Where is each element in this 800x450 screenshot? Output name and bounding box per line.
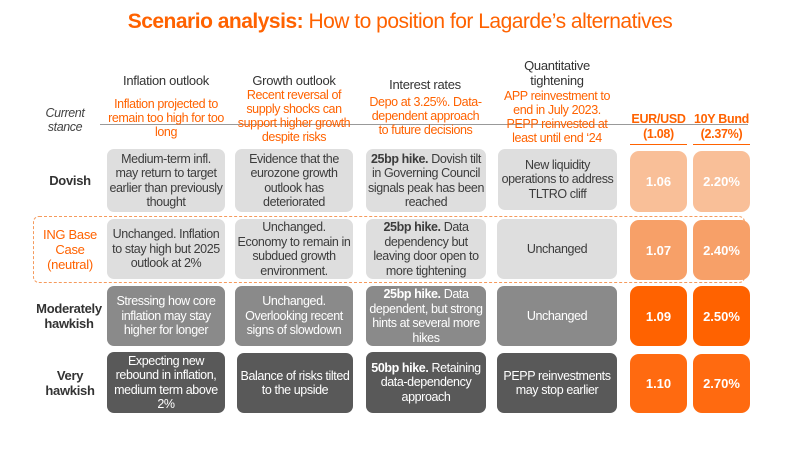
column-header-growth: Growth outlook (252, 73, 336, 88)
very-growth: Balance of risks tilted to the upside (237, 353, 353, 413)
current-stance-label: Current stance (45, 106, 85, 134)
very-bund: 2.70% (693, 354, 750, 413)
current-rates: Depo at 3.25%. Data-dependent approach t… (369, 95, 482, 137)
eurusd-header: EUR/USD (1.08) (630, 104, 687, 145)
current-qt: APP reinvestment to end in July 2023. PE… (503, 89, 611, 145)
dovish-qt: New liquidity operations to address TLTR… (498, 149, 617, 210)
base-qt: Unchanged (497, 219, 617, 279)
dovish-inflation: Medium-term infl. may return to target e… (107, 149, 225, 212)
moderate-eurusd: 1.09 (630, 286, 687, 346)
base-eurusd: 1.07 (630, 220, 687, 280)
very-inflation: Expecting new rebound in inflation, medi… (107, 352, 225, 413)
row-label-very-hawkish: Very hawkish (45, 368, 95, 398)
very-qt: PEPP reinvestments may stop earlier (497, 353, 617, 413)
column-header-inflation: Inflation outlook (123, 73, 209, 88)
current-inflation: Inflation projected to remain too high f… (108, 97, 224, 139)
dovish-growth: Evidence that the eurozone growth outloo… (235, 149, 353, 212)
column-header-qt: Quantitative tightening (524, 58, 590, 88)
moderate-growth: Unchanged. Overlooking recent signs of s… (235, 286, 353, 346)
moderate-rates: 25bp hike. Data dependent, but strong hi… (366, 286, 486, 346)
moderate-qt: Unchanged (497, 286, 617, 346)
dovish-eurusd: 1.06 (630, 151, 687, 212)
base-inflation: Unchanged. Inflation to stay high but 20… (107, 219, 225, 279)
base-bund: 2.40% (693, 220, 750, 280)
base-growth: Unchanged. Economy to remain in subdued … (235, 219, 353, 279)
header-divider (100, 124, 748, 125)
column-header-rates: Interest rates (389, 77, 461, 92)
row-label-dovish: Dovish (49, 172, 91, 188)
row-label-base-case: ING Base Case (neutral) (43, 226, 97, 272)
very-rates: 50bp hike. Retaining data-dependency app… (366, 352, 486, 413)
moderate-bund: 2.50% (693, 286, 750, 346)
base-rates: 25bp hike. Data dependency but leaving d… (366, 219, 486, 279)
current-growth: Recent reversal of supply shocks can sup… (237, 88, 351, 144)
row-label-moderately-hawkish: Moderately hawkish (36, 301, 102, 331)
very-eurusd: 1.10 (630, 354, 687, 413)
dovish-bund: 2.20% (693, 151, 750, 212)
moderate-inflation: Stressing how core inflation may stay hi… (107, 286, 225, 346)
page-title: Scenario analysis: How to position for L… (127, 10, 673, 33)
dovish-rates: 25bp hike. Dovish tilt in Governing Coun… (366, 149, 486, 212)
bund-header: 10Y Bund (2.37%) (693, 104, 750, 145)
